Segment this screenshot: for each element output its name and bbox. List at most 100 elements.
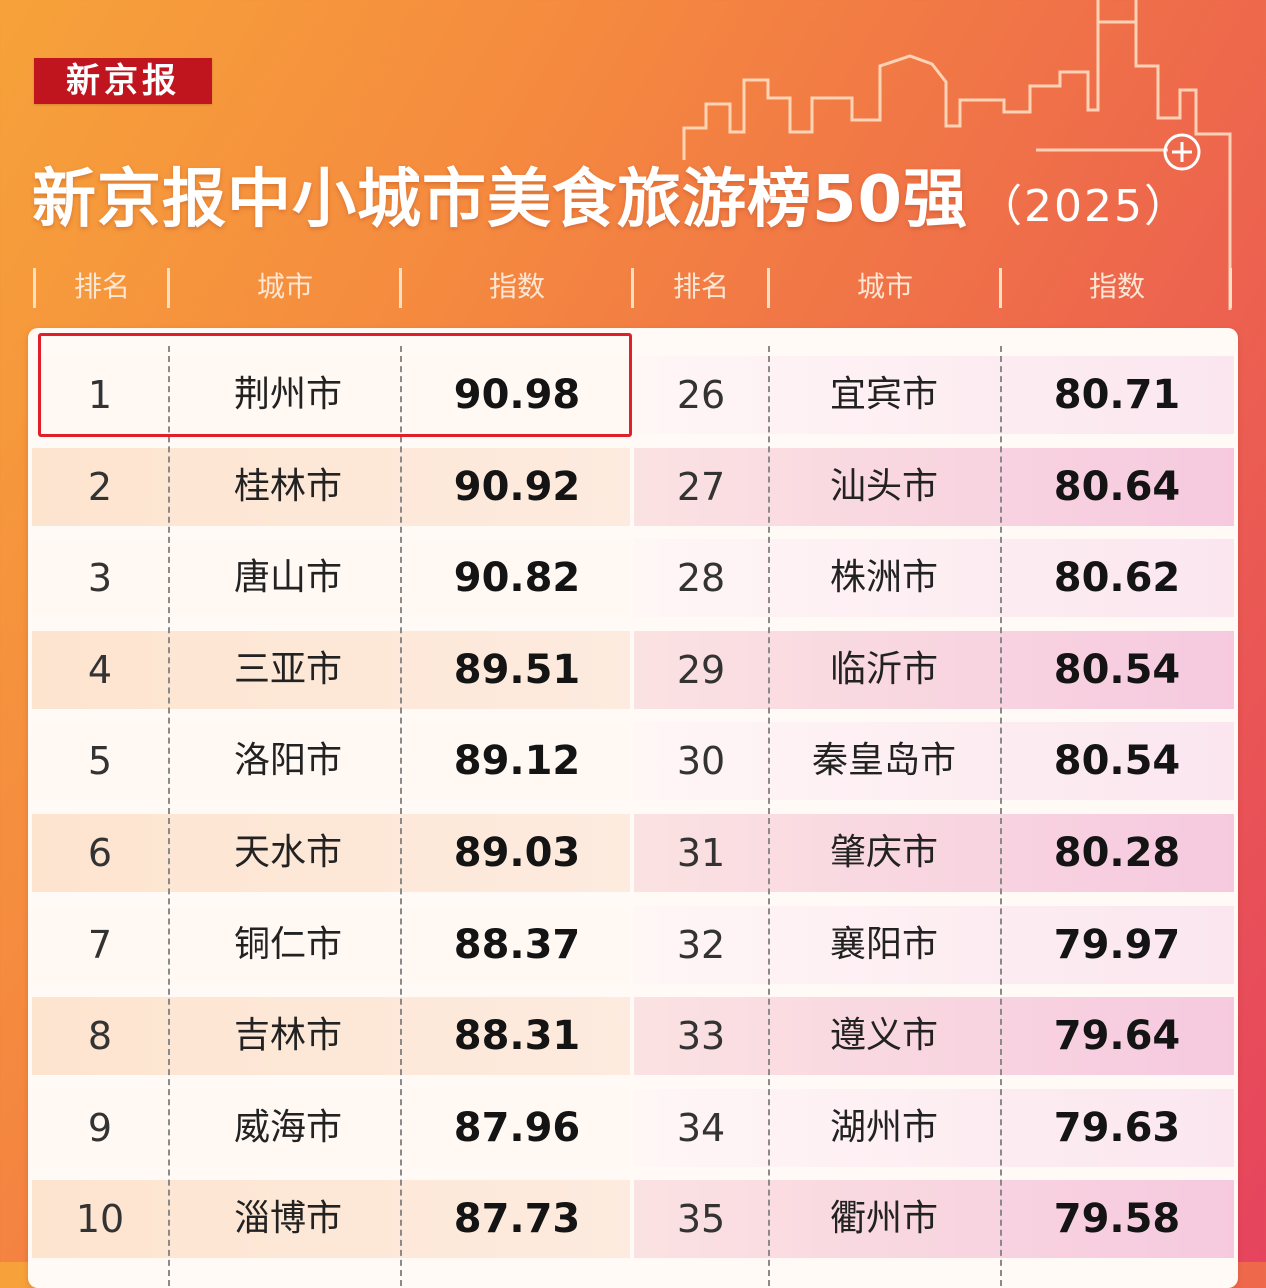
- table-row: 8 吉林市 88.31: [32, 997, 630, 1075]
- score-cell: 87.73: [453, 1196, 581, 1242]
- score-cell: 87.96: [453, 1105, 581, 1151]
- score-cell: 80.54: [1053, 738, 1181, 784]
- score-cell: 90.98: [453, 372, 581, 418]
- score-cell: 79.58: [1053, 1196, 1181, 1242]
- header-city-left: 城市: [256, 270, 313, 303]
- header-divider: [999, 268, 1002, 308]
- header-divider: [767, 268, 770, 308]
- city-cell: 湖州市: [829, 1107, 938, 1148]
- city-cell: 桂林市: [233, 466, 342, 507]
- table-row: 27 汕头市 80.64: [634, 448, 1234, 526]
- header-divider: [399, 268, 402, 308]
- city-cell: 肇庆市: [829, 832, 938, 873]
- rank-cell: 8: [87, 1014, 113, 1058]
- rank-cell: 10: [75, 1197, 125, 1241]
- column-divider: [168, 346, 170, 1286]
- header-score-right: 指数: [1088, 270, 1145, 303]
- city-cell: 临沂市: [829, 649, 938, 690]
- header-score-left: 指数: [488, 270, 545, 303]
- city-cell: 衢州市: [829, 1198, 938, 1239]
- rank-cell: 35: [676, 1197, 726, 1241]
- table-row: 2 桂林市 90.92: [32, 448, 630, 526]
- city-cell: 株洲市: [829, 557, 938, 598]
- title-main: 新京报中小城市美食旅游榜50强: [32, 163, 969, 237]
- rank-cell: 5: [87, 739, 113, 783]
- top-rank-highlight: [38, 333, 632, 437]
- table-row: 33 遵义市 79.64: [634, 997, 1234, 1075]
- city-cell: 秦皇岛市: [811, 740, 956, 781]
- city-cell: 吉林市: [233, 1015, 342, 1056]
- rank-cell: 28: [676, 556, 726, 600]
- score-cell: 80.54: [1053, 647, 1181, 693]
- table-row: 10 淄博市 87.73: [32, 1180, 630, 1258]
- brand-logo: 新京报: [34, 58, 212, 104]
- table-row: 31 肇庆市 80.28: [634, 814, 1234, 892]
- score-cell: 88.31: [453, 1013, 581, 1059]
- column-divider: [768, 346, 770, 1286]
- table-row: 3 唐山市 90.82: [32, 539, 630, 617]
- table-row: 29 临沂市 80.54: [634, 631, 1234, 709]
- table-row: 7 铜仁市 88.37: [32, 906, 630, 984]
- table-row: 1 荆州市 90.98: [32, 356, 630, 434]
- rank-cell: 4: [87, 648, 113, 692]
- score-cell: 90.92: [453, 464, 581, 510]
- rank-cell: 26: [676, 373, 726, 417]
- table-row: 6 天水市 89.03: [32, 814, 630, 892]
- city-cell: 汕头市: [829, 466, 938, 507]
- rank-cell: 1: [87, 373, 113, 417]
- title-year: （2025）: [978, 181, 1191, 232]
- rank-cell: 9: [87, 1106, 113, 1150]
- city-cell: 遵义市: [829, 1015, 938, 1056]
- table-row: 32 襄阳市 79.97: [634, 906, 1234, 984]
- table-row: 9 威海市 87.96: [32, 1089, 630, 1167]
- score-cell: 80.62: [1053, 555, 1181, 601]
- table-row: 5 洛阳市 89.12: [32, 722, 630, 800]
- table-row: 4 三亚市 89.51: [32, 631, 630, 709]
- score-cell: 80.28: [1053, 830, 1181, 876]
- rank-cell: 30: [676, 739, 726, 783]
- city-cell: 铜仁市: [233, 924, 342, 965]
- score-cell: 89.03: [453, 830, 581, 876]
- score-cell: 79.64: [1053, 1013, 1181, 1059]
- city-cell: 淄博市: [233, 1198, 342, 1239]
- city-cell: 唐山市: [233, 557, 342, 598]
- score-cell: 80.71: [1053, 372, 1181, 418]
- city-cell: 荆州市: [233, 374, 342, 415]
- city-cell: 洛阳市: [233, 740, 342, 781]
- city-cell: 襄阳市: [829, 924, 938, 965]
- header-divider: [33, 268, 36, 308]
- rank-cell: 31: [676, 831, 726, 875]
- rank-cell: 27: [676, 465, 726, 509]
- header-rank-right: 排名: [672, 270, 729, 303]
- ranking-table: 1 荆州市 90.98 2 桂林市 90.92 3 唐山市 90.82 4 三亚市 89.51 5 洛阳市…: [28, 328, 1238, 1288]
- rank-cell: 2: [87, 465, 113, 509]
- header-rank-left: 排名: [73, 270, 130, 303]
- table-row: 26 宜宾市 80.71: [634, 356, 1234, 434]
- rank-cell: 33: [676, 1014, 726, 1058]
- rank-cell: 32: [676, 923, 726, 967]
- rank-cell: 29: [676, 648, 726, 692]
- header-divider: [167, 268, 170, 308]
- skyline-decoration: [682, 0, 1232, 310]
- score-cell: 89.51: [453, 647, 581, 693]
- city-cell: 天水市: [233, 832, 342, 873]
- city-cell: 威海市: [233, 1107, 342, 1148]
- score-cell: 79.97: [1053, 922, 1181, 968]
- score-cell: 90.82: [453, 555, 581, 601]
- city-cell: 三亚市: [233, 649, 342, 690]
- rank-cell: 6: [87, 831, 113, 875]
- column-divider: [1000, 346, 1002, 1286]
- header-city-right: 城市: [856, 270, 913, 303]
- table-row: 35 衢州市 79.58: [634, 1180, 1234, 1258]
- header-divider: [1229, 268, 1232, 308]
- table-row: 30 秦皇岛市 80.54: [634, 722, 1234, 800]
- table-row: 34 湖州市 79.63: [634, 1089, 1234, 1167]
- rank-cell: 7: [87, 923, 113, 967]
- score-cell: 89.12: [453, 738, 581, 784]
- score-cell: 80.64: [1053, 464, 1181, 510]
- header-divider: [631, 268, 634, 308]
- rank-cell: 3: [87, 556, 113, 600]
- rank-cell: 34: [676, 1106, 726, 1150]
- city-cell: 宜宾市: [829, 374, 938, 415]
- table-row: 28 株洲市 80.62: [634, 539, 1234, 617]
